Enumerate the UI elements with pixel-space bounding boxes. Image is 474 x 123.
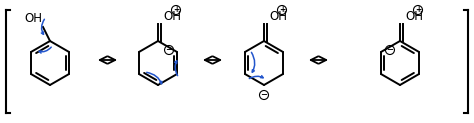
Text: +: +: [279, 6, 285, 15]
Text: OH: OH: [269, 10, 287, 23]
Text: OH: OH: [405, 10, 423, 23]
Text: +: +: [415, 6, 421, 15]
Text: −: −: [261, 91, 267, 100]
Text: OH: OH: [163, 10, 181, 23]
Text: +: +: [173, 6, 179, 15]
Text: OH: OH: [24, 12, 42, 25]
Text: −: −: [165, 46, 173, 54]
Text: −: −: [386, 46, 393, 54]
